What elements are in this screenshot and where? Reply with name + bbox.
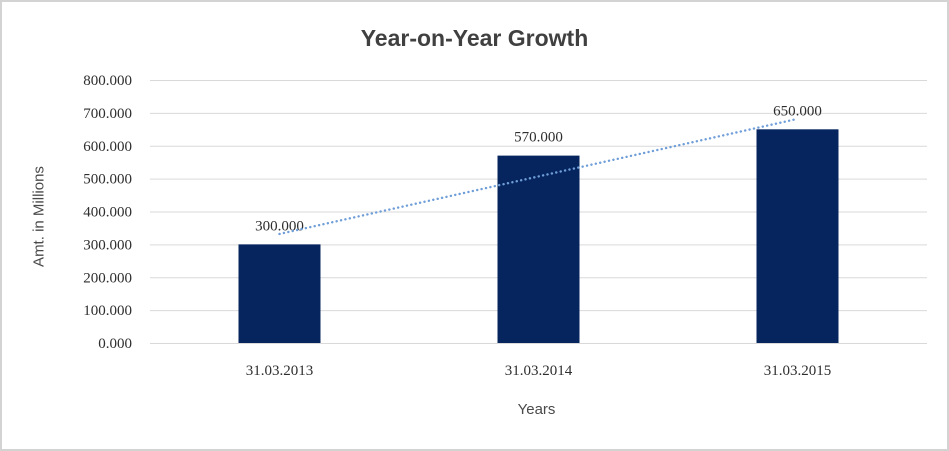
y-axis-tick-label: 700.000 [83,106,132,122]
x-axis-title: Years [517,401,556,418]
bar [238,244,321,343]
bar [756,129,839,343]
y-axis-tick-label: 800.000 [83,73,132,89]
y-axis-tick-label: 100.000 [83,303,132,319]
bar-data-label: 650.000 [773,103,822,119]
bar-data-label: 570.000 [514,130,563,146]
chart-title: Year-on-Year Growth [360,25,589,51]
y-axis-tick-label: 0.000 [98,336,132,352]
y-axis-tick-label: 600.000 [83,139,132,155]
bar-data-label: 300.000 [255,218,304,234]
y-axis-tick-label: 200.000 [83,270,132,286]
y-axis-tick-label: 500.000 [83,172,132,188]
x-axis-tick-label: 31.03.2015 [764,363,832,379]
bar [497,155,580,343]
x-axis-tick-label: 31.03.2013 [246,363,314,379]
trendline [278,117,799,236]
x-axis-tick-label: 31.03.2014 [505,363,573,379]
y-axis-tick-label: 400.000 [83,205,132,221]
y-axis-tick-label: 300.000 [83,237,132,253]
